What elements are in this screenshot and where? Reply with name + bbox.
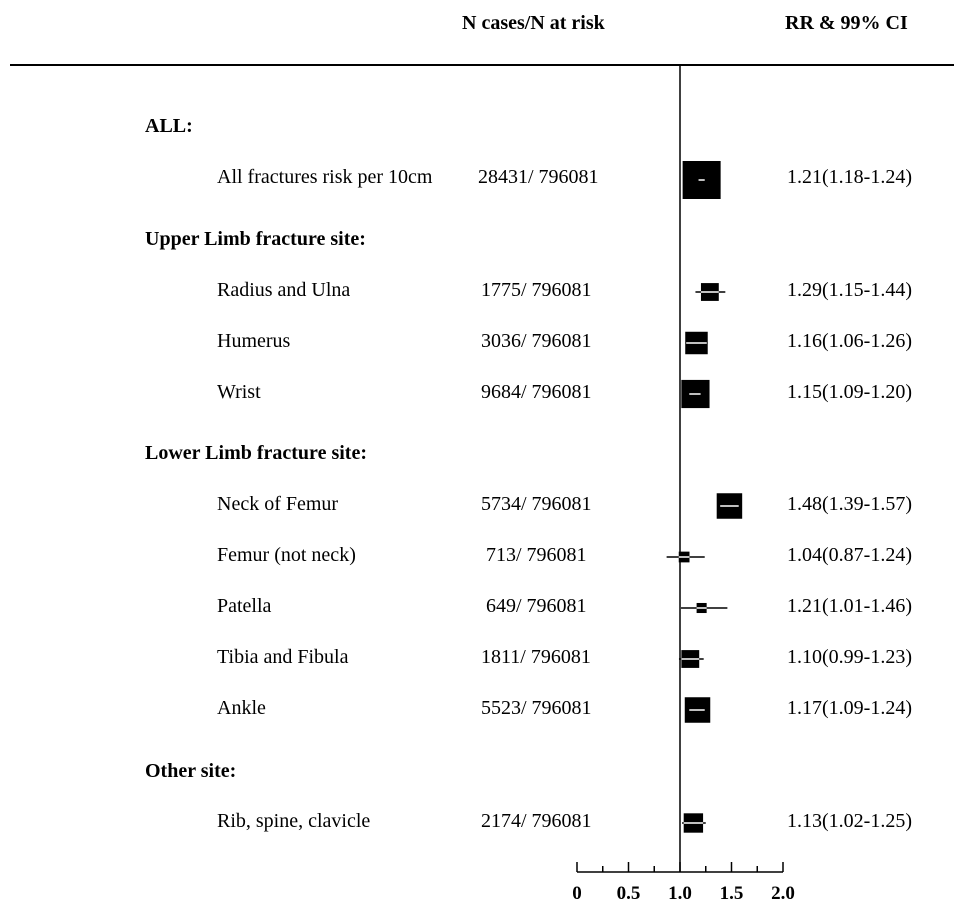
- row-label: Wrist: [217, 381, 261, 403]
- header-rr-ci: RR & 99% CI: [785, 12, 908, 34]
- row-label: Ankle: [217, 697, 266, 719]
- row-label: Radius and Ulna: [217, 279, 351, 301]
- x-tick-label: 2.0: [771, 883, 795, 903]
- x-tick-label: 1.0: [668, 883, 692, 903]
- row-rr-ci: 1.21(1.18-1.24): [787, 166, 912, 188]
- row-rr-ci: 1.15(1.09-1.20): [787, 381, 912, 403]
- row-cases: 1775/ 796081: [481, 279, 592, 301]
- row-rr-ci: 1.13(1.02-1.25): [787, 810, 912, 832]
- row-cases: 1811/ 796081: [481, 646, 591, 668]
- row-cases: 713/ 796081: [486, 544, 587, 566]
- section-title-other: Other site:: [145, 760, 237, 782]
- row-label: Femur (not neck): [217, 544, 356, 566]
- section-title-lower-limb: Lower Limb fracture site:: [145, 442, 367, 464]
- row-label: Neck of Femur: [217, 493, 339, 515]
- row-rr-ci: 1.16(1.06-1.26): [787, 330, 912, 352]
- x-tick-label: 0: [572, 883, 582, 903]
- row-label: Patella: [217, 595, 272, 617]
- row-cases: 3036/ 796081: [481, 330, 592, 352]
- row-label: Humerus: [217, 330, 291, 352]
- header-cases: N cases/N at risk: [462, 12, 605, 34]
- row-rr-ci: 1.29(1.15-1.44): [787, 279, 912, 301]
- row-cases: 2174/ 796081: [481, 810, 592, 832]
- row-cases: 28431/ 796081: [478, 166, 599, 188]
- row-label: Rib, spine, clavicle: [217, 810, 371, 832]
- row-label: Tibia and Fibula: [217, 646, 349, 668]
- row-label: All fractures risk per 10cm: [217, 166, 433, 188]
- row-rr-ci: 1.48(1.39-1.57): [787, 493, 912, 515]
- row-rr-ci: 1.17(1.09-1.24): [787, 697, 912, 719]
- x-tick-label: 0.5: [617, 883, 641, 903]
- row-rr-ci: 1.21(1.01-1.46): [787, 595, 912, 617]
- section-title-all: ALL:: [145, 115, 193, 137]
- row-cases: 5734/ 796081: [481, 493, 592, 515]
- header-rule: [10, 64, 954, 66]
- row-cases: 5523/ 796081: [481, 697, 592, 719]
- row-rr-ci: 1.04(0.87-1.24): [787, 544, 912, 566]
- x-tick-label: 1.5: [720, 883, 744, 903]
- row-cases: 9684/ 796081: [481, 381, 592, 403]
- row-rr-ci: 1.10(0.99-1.23): [787, 646, 912, 668]
- row-cases: 649/ 796081: [486, 595, 587, 617]
- section-title-upper-limb: Upper Limb fracture site:: [145, 228, 366, 250]
